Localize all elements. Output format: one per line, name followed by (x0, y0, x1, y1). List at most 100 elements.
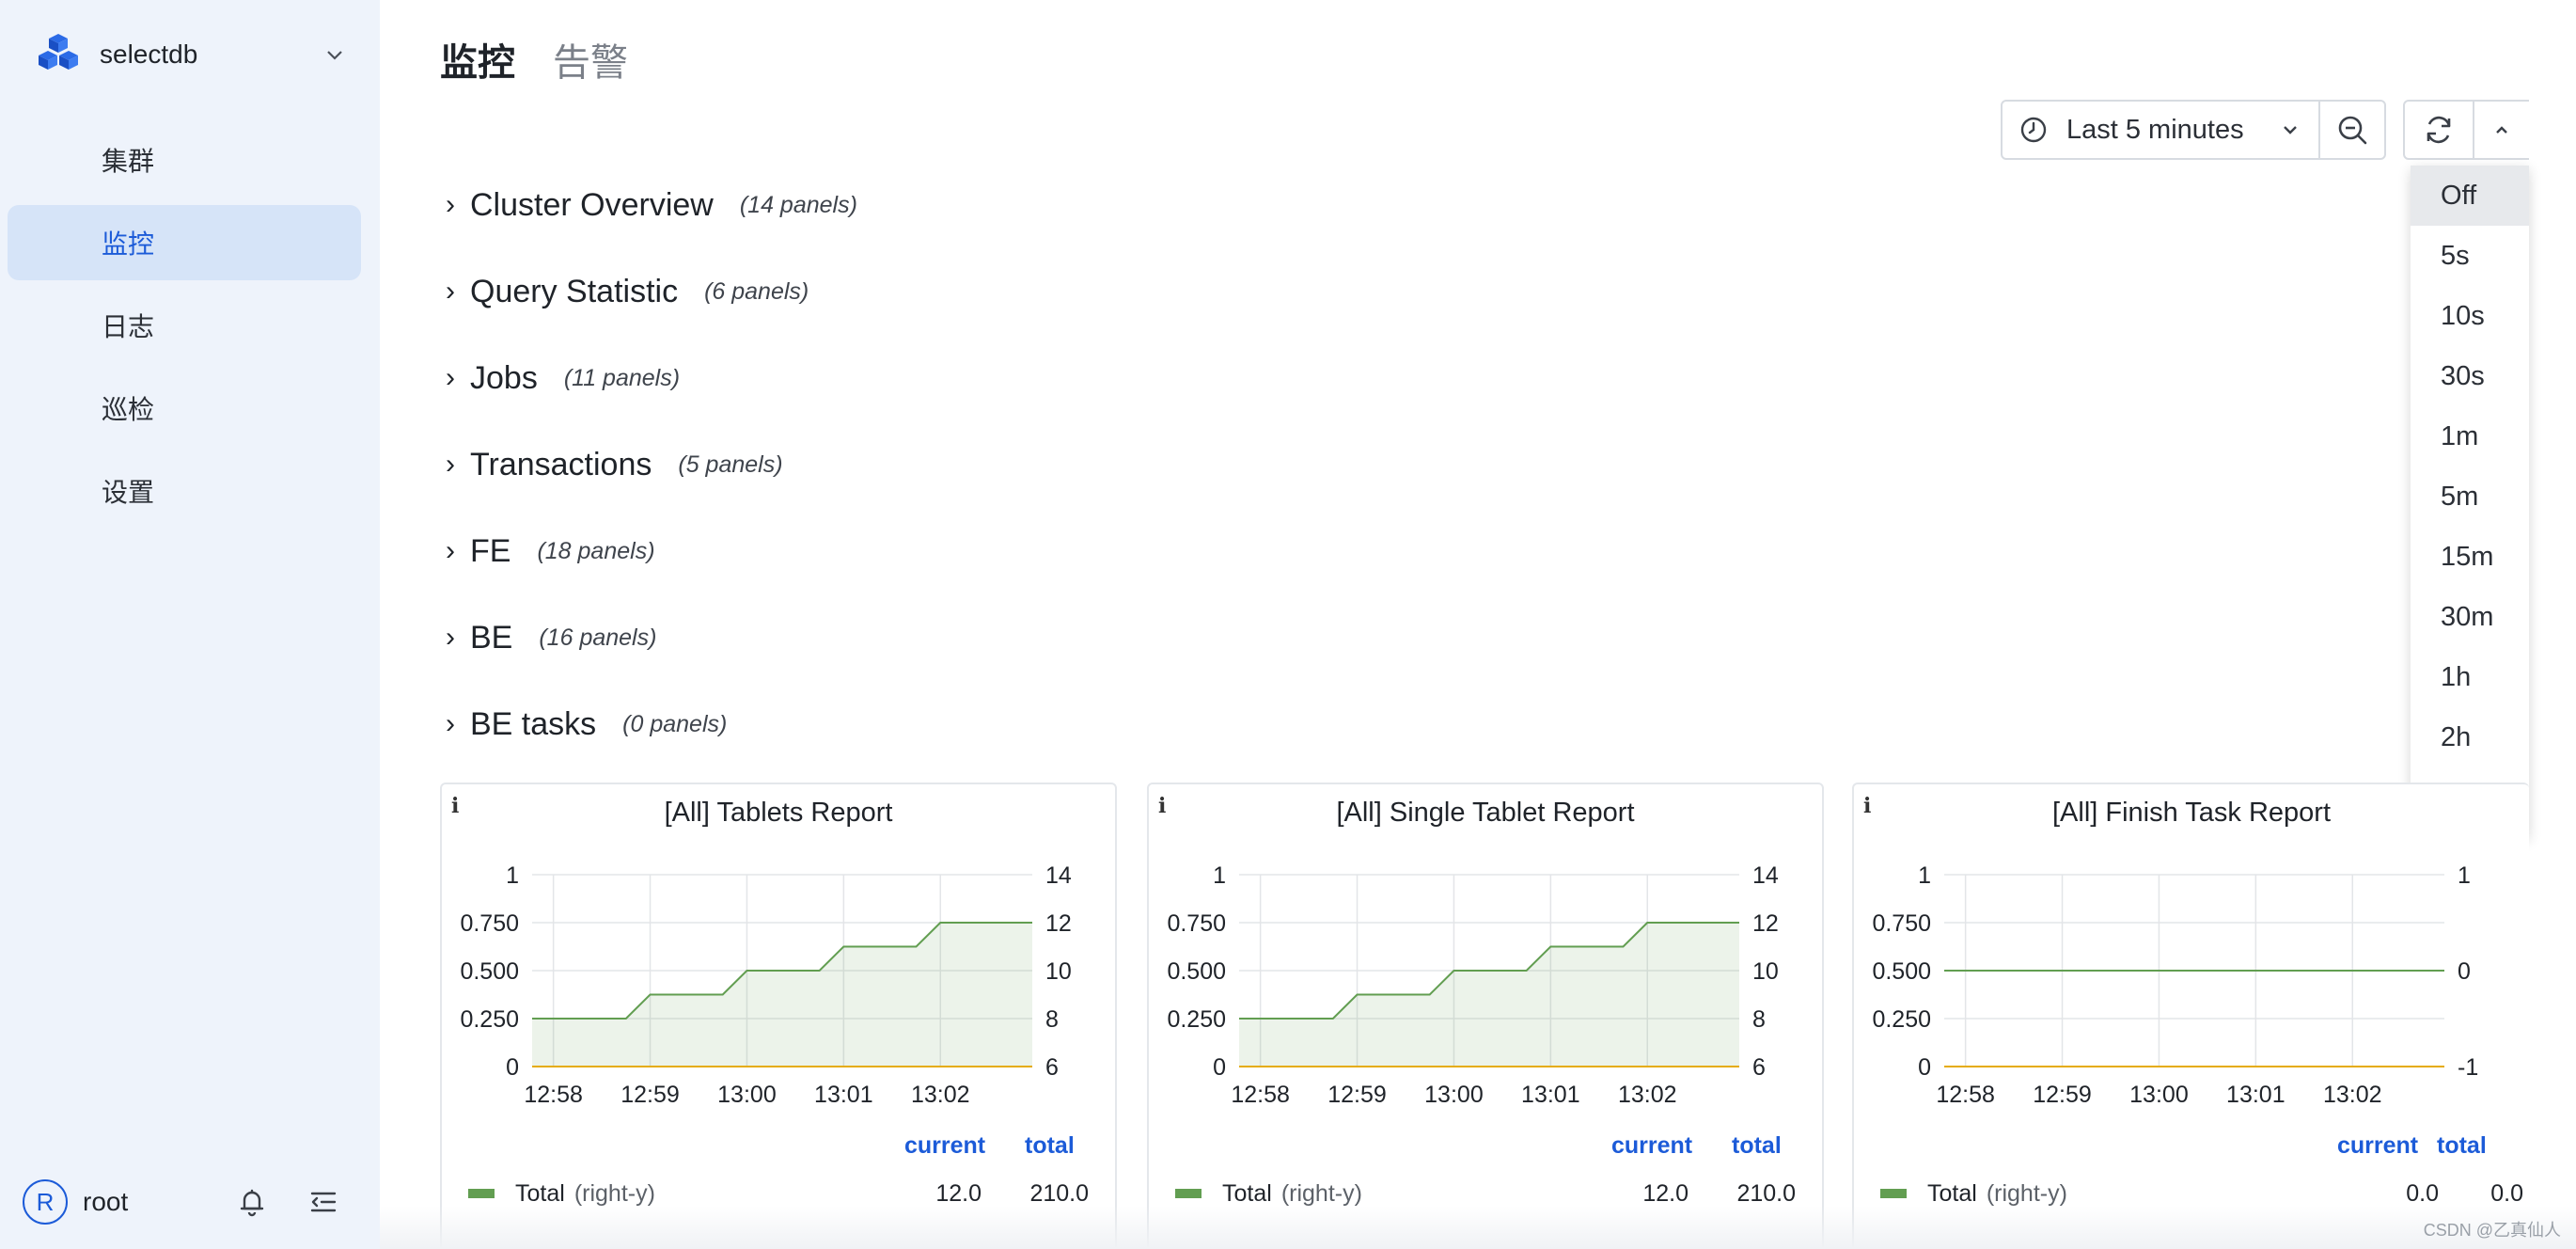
chevron-right-icon: › (446, 276, 455, 307)
legend-swatch (1175, 1189, 1202, 1198)
sidebar-item-settings[interactable]: 设置 (8, 453, 361, 529)
series-line (532, 922, 1032, 1020)
x-tick-label: 13:01 (814, 1082, 873, 1108)
legend-series-name: Total (1222, 1179, 1272, 1207)
menu-item-1m[interactable]: 1m (2441, 420, 2479, 451)
row-title: FE (470, 532, 511, 569)
menu-item-2h[interactable]: 2h (2441, 721, 2472, 752)
panel-single-tablet-report: i [All] Single Tablet Report 0 0.250 0.500… (1147, 783, 1824, 1249)
username: root (83, 1187, 129, 1216)
sidebar: selectdb 集群 监控 日志 巡检 设置 R root (0, 0, 380, 1249)
x-tick-label: 13:00 (717, 1082, 777, 1108)
chevron-right-icon: › (446, 708, 455, 739)
legend-series-name: Total (515, 1179, 565, 1207)
legend-header-total[interactable]: total (2437, 1132, 2487, 1159)
legend-header-current[interactable]: current (1611, 1132, 1693, 1159)
zoom-out-icon (2338, 116, 2367, 145)
legend-total-value: 0.0 (2490, 1179, 2523, 1207)
panel-title[interactable]: [All] Single Tablet Report (1336, 798, 1635, 828)
panel-title[interactable]: [All] Finish Task Report (2051, 798, 2332, 828)
y2-tick-label: 12 (1045, 910, 1072, 937)
legend-item[interactable]: Total (right-y) 0.0 0.0 (1880, 1178, 2523, 1209)
x-tick-label: 13:02 (1618, 1082, 1677, 1108)
watermark: CSDN @乙真仙人 (2423, 1221, 2561, 1240)
row-title: Cluster Overview (470, 186, 714, 223)
collapse-menu-icon[interactable] (305, 1183, 342, 1221)
row-fe[interactable]: › FE (18 panels) (446, 530, 655, 572)
menu-item-1h[interactable]: 1h (2441, 661, 2472, 692)
clock-icon (2020, 117, 2047, 143)
x-tick-label: 13:00 (2129, 1082, 2189, 1108)
info-icon[interactable]: i (1158, 794, 1167, 818)
chart-finish-task-report: 0 0.250 0.500 0.750 1 -1 0 1 12:58 12:59 13:00 13:0… (1872, 862, 2478, 1108)
sidebar-item-inspection[interactable]: 巡检 (8, 371, 361, 446)
sidebar-item-cluster[interactable]: 集群 (8, 122, 361, 198)
y-tick-label: 0.500 (1872, 958, 1931, 985)
y2-tick-label: 1 (2458, 862, 2471, 889)
row-query-statistic[interactable]: › Query Statistic (6 panels) (446, 271, 809, 312)
menu-item-5s[interactable]: 5s (2441, 240, 2470, 271)
y-tick-label: 0.750 (460, 910, 519, 937)
y2-tick-label: 10 (1045, 958, 1072, 985)
avatar: R (23, 1179, 68, 1225)
chevron-right-icon: › (446, 189, 455, 220)
legend-current-value: 12.0 (1642, 1179, 1689, 1207)
tab-monitor[interactable]: 监控 (440, 42, 515, 84)
y-tick-label: 0.750 (1872, 910, 1931, 937)
refresh-interval-toggle[interactable] (2473, 100, 2529, 160)
legend-axis: (right-y) (573, 1179, 655, 1207)
x-tick-label: 13:02 (911, 1082, 970, 1108)
legend-header-total[interactable]: total (1025, 1132, 1075, 1159)
y2-tick-label: 6 (1045, 1054, 1059, 1081)
row-jobs[interactable]: › Jobs (11 panels) (446, 357, 680, 399)
bottom-fade (380, 1206, 2576, 1249)
user-menu[interactable]: R root (23, 1178, 342, 1226)
info-icon[interactable]: i (1863, 794, 1872, 818)
panel-title[interactable]: [All] Tablets Report (664, 798, 893, 828)
menu-item-15m[interactable]: 15m (2441, 541, 2494, 572)
chevron-right-icon: › (446, 622, 455, 653)
info-icon[interactable]: i (451, 794, 460, 818)
row-panel-count: (16 panels) (539, 624, 657, 651)
legend-item[interactable]: Total (right-y) 12.0 210.0 (468, 1178, 1089, 1209)
legend-total-value: 210.0 (1029, 1179, 1089, 1207)
row-cluster-overview[interactable]: › Cluster Overview (14 panels) (446, 184, 857, 226)
y2-tick-label: 8 (1752, 1006, 1766, 1033)
chart-tablets-report: 0 0.250 0.500 0.750 1 6 8 10 12 14 12:58 12:59 13:00… (460, 862, 1072, 1108)
legend-axis: (right-y) (1280, 1179, 1362, 1207)
x-tick-label: 13:01 (1521, 1082, 1580, 1108)
chevron-down-icon (327, 51, 342, 60)
y2-tick-label: 0 (2458, 958, 2471, 985)
chevron-right-icon: › (446, 362, 455, 393)
bell-icon[interactable] (233, 1183, 271, 1221)
row-panel-count: (14 panels) (739, 191, 857, 218)
time-range-picker[interactable]: Last 5 minutes (2001, 100, 2320, 160)
legend-item[interactable]: Total (right-y) 12.0 210.0 (1175, 1178, 1796, 1209)
x-tick-label: 12:58 (1231, 1082, 1290, 1108)
refresh-button[interactable] (2403, 100, 2474, 160)
chevron-down-icon (2284, 126, 2297, 134)
legend-header-current[interactable]: current (2337, 1132, 2419, 1159)
legend-header-total[interactable]: total (1732, 1132, 1782, 1159)
row-panel-count: (18 panels) (537, 537, 655, 564)
legend-header-current[interactable]: current (904, 1132, 986, 1159)
sidebar-item-logs[interactable]: 日志 (8, 288, 361, 363)
panel-tablets-report: i [All] Tablets Report 0 0.250 0.500 0.750 1… (440, 783, 1117, 1249)
tab-alerts[interactable]: 告警 (553, 42, 628, 84)
menu-item-5m[interactable]: 5m (2441, 481, 2479, 512)
row-transactions[interactable]: › Transactions (5 panels) (446, 444, 783, 485)
org-switcher[interactable]: selectdb (36, 30, 346, 79)
y2-tick-label: 6 (1752, 1054, 1766, 1081)
menu-item-off[interactable]: Off (2411, 166, 2529, 226)
y2-tick-label: 10 (1752, 958, 1779, 985)
row-be[interactable]: › BE (16 panels) (446, 617, 656, 658)
y-tick-label: 0 (1918, 1054, 1931, 1081)
y-tick-label: 0 (1213, 1054, 1226, 1081)
zoom-out-button[interactable] (2318, 100, 2386, 160)
chart-single-tablet-report: 0 0.250 0.500 0.750 1 6 8 10 12 14 12:58 12:59 13:00… (1167, 862, 1779, 1108)
sidebar-item-monitor[interactable]: 监控 (8, 205, 361, 280)
menu-item-30m[interactable]: 30m (2441, 601, 2494, 632)
menu-item-10s[interactable]: 10s (2441, 300, 2485, 331)
menu-item-30s[interactable]: 30s (2441, 360, 2485, 391)
row-be-tasks[interactable]: › BE tasks (0 panels) (446, 704, 727, 745)
